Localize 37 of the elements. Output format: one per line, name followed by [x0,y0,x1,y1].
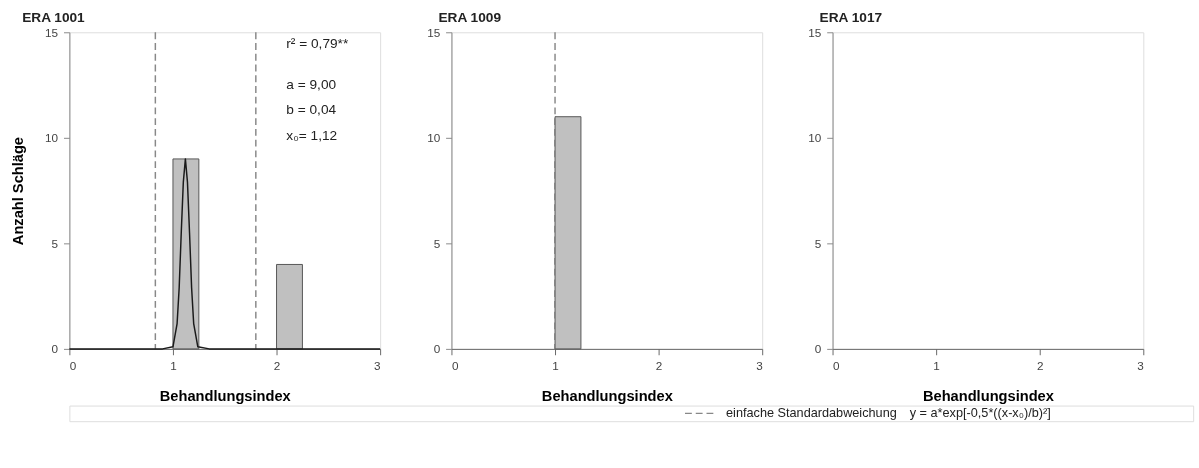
chart-title: ERA 1001 [22,9,86,25]
x-tick-label: 2 [1036,358,1044,372]
x-tick-label: 1 [170,358,177,372]
text: y = a*exp[-0,5*((x-x₀)/b)²] [909,406,1051,421]
legend-label: einfache Standardabweichung [726,406,897,421]
x-tick-label: 3 [756,358,763,372]
y-tick-label: 5 [51,236,59,250]
y-tick-label: 0 [814,342,822,356]
annotation: a = 9,00 [286,76,337,92]
annotation: x₀= 1,12 [286,127,338,143]
x-tick-label: 0 [451,358,459,372]
x-tick-label: 2 [655,358,663,372]
y-tick-label: 15 [427,25,441,39]
x-tick-label: 1 [552,358,559,372]
y-tick-label: 0 [51,342,59,356]
x-tick-label: 0 [69,358,77,372]
y-tick-label: 10 [45,131,59,145]
chart-title: ERA 1009 [438,9,502,25]
annotation: b = 0,04 [286,102,337,118]
y-tick-label: 15 [45,25,59,39]
y-tick-label: 15 [808,25,822,39]
x-tick-label: 1 [933,358,940,372]
x-axis-title: Behandlungsindex [541,388,674,405]
y-tick-label: 5 [433,236,441,250]
y-tick-label: 0 [433,342,441,356]
y-axis-title: Anzahl Schläge [9,136,26,246]
x-axis-title: Behandlungsindex [159,388,292,405]
chart-title: ERA 1017 [819,9,883,25]
y-tick-label: 10 [427,131,441,145]
y-tick-label: 10 [808,131,822,145]
x-tick-label: 3 [1137,358,1144,372]
x-tick-label: 2 [273,358,281,372]
x-tick-label: 0 [833,358,841,372]
annotation: r² = 0,79** [286,35,349,51]
x-axis-title: Behandlungsindex [922,388,1055,405]
y-tick-label: 5 [814,236,822,250]
x-tick-label: 3 [374,358,381,372]
